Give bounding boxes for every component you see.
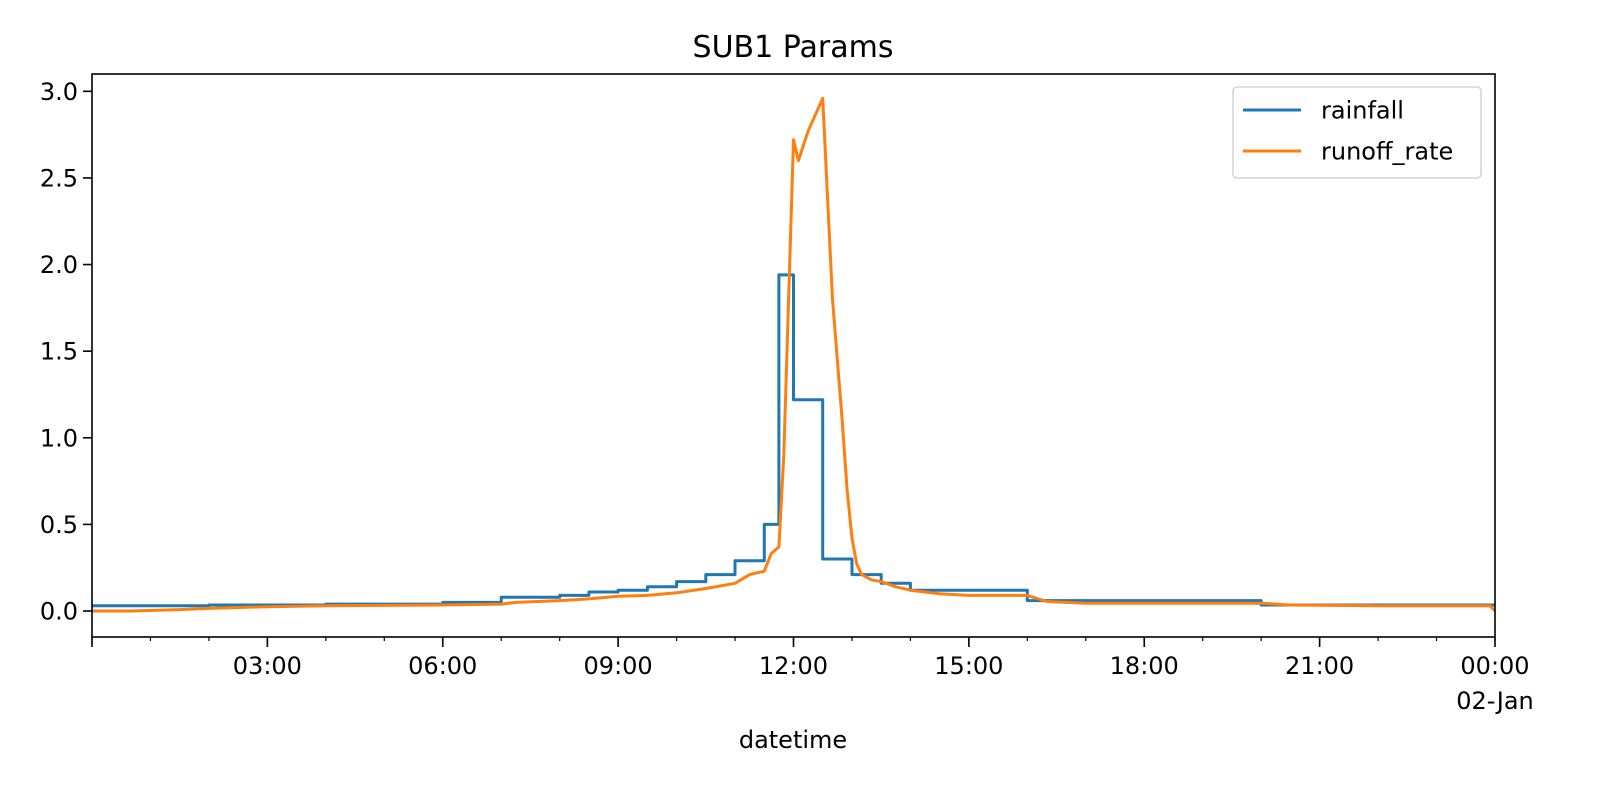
x-tick-sublabel: 02-Jan: [1456, 687, 1534, 715]
y-axis: 0.0 0.5 1.0 1.5 2.0 2.5 3.0: [40, 78, 92, 626]
chart-title: SUB1 Params: [693, 30, 894, 65]
legend: rainfall runoff_rate: [1232, 86, 1482, 179]
x-tick-label: 09:00: [584, 652, 653, 680]
y-tick-label: 2.5: [40, 164, 78, 192]
y-tick-label: 2.0: [40, 251, 78, 279]
x-tick-label: 15:00: [934, 652, 1003, 680]
x-tick-label: 06:00: [408, 652, 477, 680]
x-tick-label: 12:00: [759, 652, 828, 680]
y-tick-label: 0.0: [40, 598, 78, 626]
x-tick-label: 03:00: [233, 652, 302, 680]
series-layer: [92, 96, 1497, 613]
x-axis-label: datetime: [739, 726, 847, 754]
series-line-runoff_rate: [92, 96, 1497, 613]
y-tick-label: 3.0: [40, 78, 78, 106]
x-tick-label: 21:00: [1285, 652, 1354, 680]
series-line-rainfall: [92, 273, 1495, 608]
legend-label-runoff_rate: runoff_rate: [1321, 138, 1453, 166]
y-tick-label: 1.0: [40, 424, 78, 452]
x-tick-label: 18:00: [1110, 652, 1179, 680]
legend-label-rainfall: rainfall: [1321, 97, 1404, 125]
y-tick-label: 1.5: [40, 338, 78, 366]
x-axis: 03:00 06:00 09:00 12:00 15:00 18:00 21:00 00:00…: [91, 637, 1534, 715]
y-tick-label: 0.5: [40, 511, 78, 539]
x-tick-label: 00:00: [1460, 652, 1529, 680]
